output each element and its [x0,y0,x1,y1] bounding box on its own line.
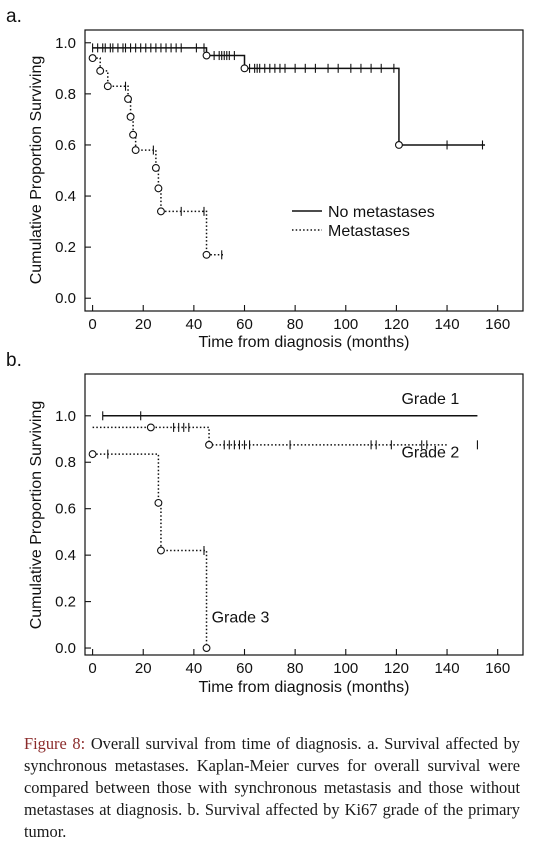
panel-a-y-axis-label: Cumulative Proportion Surviving [28,56,45,285]
series-grade-1 [102,411,478,421]
panel-a-letter: a. [6,6,22,27]
y-tick-label: 0.0 [55,290,76,307]
y-tick-label: 0.8 [55,454,76,471]
y-tick-label: 0.8 [55,86,76,103]
panel-a-series [88,43,486,260]
y-tick-label: 1.0 [55,408,76,425]
panel-a-x-axis-label: Time from diagnosis (months) [198,334,409,351]
panel-b-y-axis-label: Cumulative Proportion Surviving [28,401,45,630]
panel-b-frame [84,373,524,656]
legend-no-metastases: No metastases [328,204,435,221]
panel-b-series-labels: Grade 1 Grade 2 Grade 3 [212,391,460,626]
series-no-metastases [92,43,486,150]
series-metastases [88,54,225,260]
panel-b: b. 0 20 40 60 80 100 120 140 160 0.0 0.2 0.4 0.6 0.8… [6,350,524,696]
x-tick-label: 20 [135,660,152,677]
event-marker [151,163,160,172]
x-tick-label: 160 [485,316,510,333]
series-label-grade-3: Grade 3 [212,609,270,626]
legend-metastases: Metastases [328,223,410,240]
panel-b-series [88,411,478,652]
x-tick-label: 120 [384,660,409,677]
x-tick-label: 80 [287,660,304,677]
event-marker [88,54,97,63]
panel-a-y-ticks: 0.0 0.2 0.4 0.6 0.8 1.0 [55,35,91,307]
series-line [92,47,486,146]
series-grade-2 [92,422,478,450]
panel-b-x-axis-label: Time from diagnosis (months) [198,679,409,696]
y-tick-label: 0.2 [55,594,76,611]
caption-body: Overall survival from time of diagnosis.… [24,734,520,841]
event-marker [103,82,112,91]
x-tick-label: 40 [186,316,203,333]
x-tick-label: 120 [384,316,409,333]
event-marker [154,498,163,507]
panel-a: a. 0 20 40 60 80 100 120 140 160 0.0 0.2 0.4 0.6 0.8… [6,6,524,351]
panel-a-frame [84,29,524,312]
y-tick-label: 0.4 [55,188,76,205]
event-marker [131,146,140,155]
x-tick-label: 100 [333,660,358,677]
caption-lead: Figure 8: [24,734,86,753]
y-tick-label: 0.0 [55,640,76,657]
panel-a-legend: No metastases Metastases [292,204,435,240]
panel-b-x-ticks: 0 20 40 60 80 100 120 140 160 [88,649,510,677]
x-tick-label: 100 [333,316,358,333]
panel-b-letter: b. [6,350,22,371]
event-marker [394,141,403,149]
y-tick-label: 0.4 [55,547,76,564]
series-grade-3 [88,449,211,652]
x-tick-label: 80 [287,316,304,333]
event-marker [88,450,97,459]
x-tick-label: 140 [435,316,460,333]
x-tick-label: 0 [88,316,96,333]
series-line [92,57,225,256]
figure-caption: Figure 8: Overall survival from time of … [24,733,520,843]
series-label-grade-2: Grade 2 [401,445,459,462]
x-tick-label: 0 [88,660,96,677]
x-tick-label: 60 [236,316,253,333]
y-tick-label: 0.6 [55,501,76,518]
event-marker [202,51,211,60]
series-line [92,426,448,446]
figure: a. 0 20 40 60 80 100 120 140 160 0.0 0.2 0.4 0.6 0.8… [6,6,524,696]
event-marker [202,250,211,259]
series-line [92,453,208,649]
y-tick-label: 1.0 [55,35,76,52]
event-marker [96,66,105,75]
panel-b-y-ticks: 0.0 0.2 0.4 0.6 0.8 1.0 [55,408,91,657]
event-marker [205,440,214,449]
event-marker [240,64,249,73]
event-marker [126,112,135,121]
series-label-grade-1: Grade 1 [401,391,459,408]
x-tick-label: 20 [135,316,152,333]
event-marker [202,644,211,652]
x-tick-label: 40 [186,660,203,677]
event-marker [124,95,132,103]
event-marker [154,184,163,193]
x-tick-label: 160 [485,660,510,677]
y-tick-label: 0.2 [55,239,76,256]
y-tick-label: 0.6 [55,137,76,154]
panel-a-x-ticks: 0 20 40 60 80 100 120 140 160 [88,305,510,333]
event-marker [157,546,165,555]
event-marker [129,130,138,139]
event-marker [157,207,165,216]
event-marker [146,423,155,432]
x-tick-label: 60 [236,660,253,677]
x-tick-label: 140 [435,660,460,677]
